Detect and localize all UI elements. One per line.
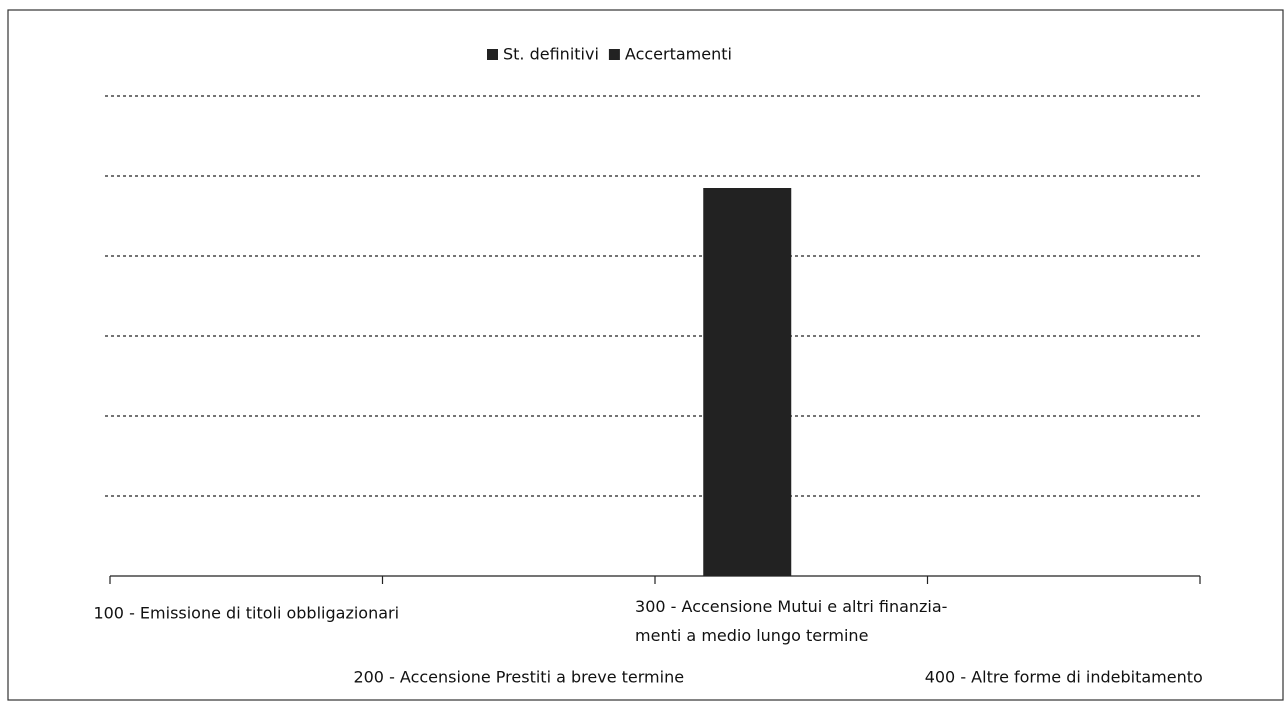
legend-swatch	[487, 49, 498, 60]
chart-frame	[7, 9, 1284, 701]
bar	[703, 188, 792, 576]
x-tick-label: 300 - Accensione Mutui e altri finanzia-…	[635, 597, 947, 645]
x-tick-label: 100 - Emissione di titoli obbligazionari	[93, 604, 399, 623]
x-tick-label: 200 - Accensione Prestiti a breve termin…	[353, 668, 684, 687]
legend-swatch	[608, 49, 620, 60]
x-tick-label: 400 - Altre forme di indebitamento	[925, 668, 1203, 687]
legend-label: St. definitivi	[503, 45, 599, 64]
legend: St. definitivi Accertamenti	[487, 45, 732, 64]
legend-label: Accertamenti	[625, 45, 732, 64]
